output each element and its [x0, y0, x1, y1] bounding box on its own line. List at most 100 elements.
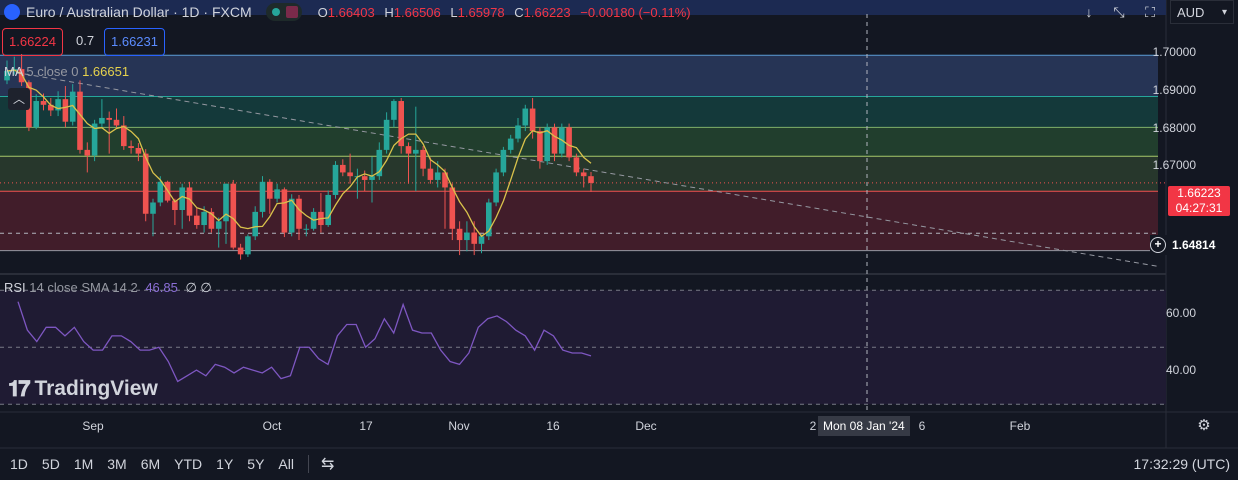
ma-line	[6, 69, 592, 238]
candle-body	[376, 149, 383, 177]
price-tick: 1.68000	[1152, 121, 1196, 135]
price-tick: 1.70000	[1152, 45, 1196, 59]
time-tick: Dec	[635, 419, 657, 433]
currency-select[interactable]: AUD ▾	[1170, 0, 1234, 24]
candle-body	[566, 127, 572, 158]
range-3m[interactable]: 3M	[107, 456, 127, 472]
candle-body	[478, 236, 485, 244]
candle-body	[383, 119, 390, 150]
range-5d[interactable]: 5D	[41, 456, 60, 472]
candle-body	[172, 200, 178, 210]
candle-body	[128, 146, 134, 148]
collapse-icon[interactable]: ⤡	[1113, 3, 1125, 20]
candle-body	[449, 187, 456, 229]
range-1m[interactable]: 1M	[73, 456, 94, 472]
candle-body	[442, 172, 448, 188]
candle-body	[267, 181, 273, 199]
candle-body	[113, 119, 120, 126]
candle-body	[420, 149, 426, 169]
candle-body	[135, 148, 142, 154]
candle-body	[391, 101, 397, 120]
candle-body	[529, 108, 536, 132]
candle-body	[486, 202, 492, 237]
candle-body	[179, 187, 185, 210]
settings-gear-icon[interactable]: ⚙	[1197, 417, 1211, 434]
candle-body	[361, 176, 368, 180]
tradingview-logo-icon: 𝟏𝟕	[8, 376, 31, 401]
candle-body	[347, 172, 353, 177]
candle-body	[18, 69, 25, 83]
candle-body	[77, 91, 83, 150]
utc-clock[interactable]: 17:32:29 (UTC)	[1133, 456, 1230, 472]
fullscreen-icon[interactable]: ⛶	[1145, 3, 1155, 20]
candle-body	[106, 117, 112, 120]
candle-body	[369, 176, 375, 180]
candle-body	[427, 168, 434, 180]
candle-body	[259, 181, 266, 212]
collapse-legend-icon[interactable]: ︿	[8, 88, 30, 110]
time-tick: Sep	[82, 419, 104, 433]
change-readout: −0.00180 (−0.11%)	[580, 4, 691, 20]
candle-body	[99, 117, 105, 124]
candle-body	[201, 211, 207, 226]
candle-body	[296, 198, 302, 229]
candle-body	[194, 215, 200, 226]
candle-body	[522, 108, 529, 126]
bottom-toolbar: 1D 5D 1M 3M 6M YTD 1Y 5Y All ⇆ 17:32:29 …	[0, 448, 1238, 480]
symbol-flag-icon[interactable]	[4, 4, 20, 20]
candle-body	[40, 101, 47, 105]
buy-price-button[interactable]: 1.66231	[104, 28, 165, 56]
range-1d[interactable]: 1D	[10, 456, 28, 472]
fib-zone	[0, 55, 1158, 97]
range-5y[interactable]: 5Y	[247, 456, 265, 472]
candle-body	[537, 131, 543, 162]
candle-body	[456, 228, 463, 241]
candle-body	[215, 221, 222, 229]
candle-body	[62, 99, 69, 122]
candle-body	[150, 202, 156, 214]
trendline	[6, 70, 1159, 267]
candle-body	[186, 187, 193, 216]
add-plus-icon[interactable]: +	[1150, 237, 1166, 253]
candle-countdown: 04:27:31	[1175, 201, 1223, 215]
candle-body	[157, 181, 164, 203]
ma-legend[interactable]: MA 5 close 0 1.66651	[4, 64, 130, 79]
candle-body	[464, 232, 470, 241]
symbol-title[interactable]: Euro / Australian Dollar · 1D · FXCM	[26, 4, 252, 20]
candle-body	[551, 127, 558, 154]
range-all[interactable]: All	[278, 456, 294, 472]
arrow-down-icon[interactable]: ↓	[1085, 4, 1093, 20]
candle-body	[252, 211, 258, 237]
candle-body	[434, 172, 441, 180]
rsi-pane[interactable]	[0, 289, 1166, 405]
rsi-tick: 60.00	[1165, 306, 1196, 320]
rsi-legend[interactable]: RSI 14 close SMA 14 2 46.85 ∅ ∅	[4, 280, 212, 295]
candle-body	[48, 104, 54, 111]
candle-body	[405, 146, 412, 154]
chevron-down-icon: ▾	[1221, 6, 1227, 18]
candle-body	[413, 149, 419, 154]
candle-body	[91, 123, 98, 156]
fib-zone	[0, 96, 1158, 128]
range-ytd[interactable]: YTD	[174, 456, 203, 472]
candle-body	[237, 247, 244, 255]
candle-body	[303, 228, 310, 230]
fib-zone	[0, 191, 1158, 251]
candle-body	[69, 91, 76, 122]
candle-body	[208, 211, 215, 229]
range-6m[interactable]: 6M	[140, 456, 161, 472]
candle-body	[142, 153, 149, 214]
crosshair-price-tag: + 1.64814	[1150, 235, 1236, 255]
time-tick: Oct	[262, 419, 282, 433]
range-1y[interactable]: 1Y	[216, 456, 234, 472]
sell-price-button[interactable]: 1.66224	[2, 28, 63, 56]
candle-body	[245, 236, 251, 255]
candle-body	[515, 125, 521, 139]
candle-body	[544, 127, 550, 162]
last-price-tag: 1.66223 04:27:31	[1168, 186, 1230, 216]
crosshair-date-tag: Mon 08 Jan '24	[818, 416, 910, 436]
candle-body	[33, 101, 39, 128]
date-range-icon[interactable]: ⇆	[320, 456, 335, 473]
